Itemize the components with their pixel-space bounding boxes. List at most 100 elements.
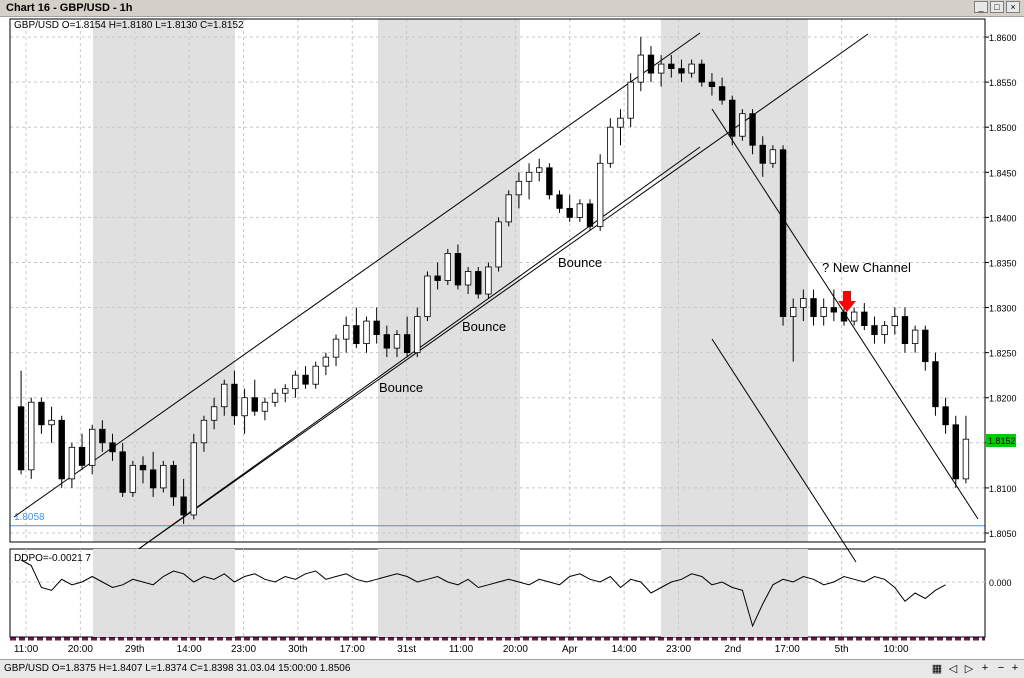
candle-body	[342, 325, 350, 340]
candle-body	[759, 144, 766, 164]
candle-body	[505, 194, 512, 223]
candle-body	[475, 271, 482, 295]
indicator-label: DDPO=-0.0021 7	[14, 553, 91, 564]
candle-body	[332, 338, 340, 358]
time-tick-label: 31st	[397, 644, 416, 655]
candle-body	[515, 180, 523, 196]
candle-body	[139, 464, 147, 471]
minimize-button[interactable]: _	[974, 1, 988, 13]
time-tick-label: Apr	[562, 644, 578, 655]
candle-body	[546, 167, 553, 196]
add-icon[interactable]: +	[1011, 662, 1019, 674]
candle-body	[586, 203, 594, 227]
candle-body	[363, 320, 370, 345]
status-bar: GBP/USD O=1.8375 H=1.8407 L=1.8374 C=1.8…	[0, 659, 1024, 678]
candle-body	[28, 401, 35, 471]
candle-body	[210, 406, 218, 421]
candle-body	[251, 397, 258, 412]
time-tick-label: 30th	[288, 644, 307, 655]
candle-body	[952, 424, 959, 480]
candle-body	[769, 149, 777, 164]
candle-body	[99, 428, 106, 444]
close-button[interactable]: ×	[1006, 1, 1020, 13]
candle-body	[241, 397, 248, 417]
indicator-shading	[93, 549, 808, 637]
candle-body	[424, 275, 431, 317]
price-tick-label: 1.8600	[989, 33, 1017, 43]
window-controls: _ □ ×	[974, 1, 1020, 13]
candle-body	[820, 307, 827, 317]
ohlc-header: GBP/USD O=1.8154 H=1.8180 L=1.8130 C=1.8…	[14, 20, 244, 31]
time-tick-label: 11:00	[14, 644, 39, 655]
candle-body	[657, 63, 665, 74]
session-shade	[93, 19, 235, 542]
candle-body	[190, 442, 197, 516]
price-tick-label: 1.8450	[989, 168, 1017, 178]
indicator-session-shade	[378, 549, 520, 637]
scroll-right-icon[interactable]: ▷	[964, 663, 974, 675]
time-tick-label: 5th	[835, 644, 849, 655]
candle-body	[312, 365, 319, 385]
candle-body	[383, 334, 391, 349]
scroll-left-icon[interactable]: ◁	[948, 663, 958, 675]
indicator-session-shade	[93, 549, 235, 637]
candle-body	[749, 113, 756, 146]
candle-body	[393, 334, 401, 349]
candle-body	[282, 388, 289, 394]
candle-body	[89, 428, 96, 466]
candle-body	[688, 63, 695, 74]
candle-body	[596, 162, 604, 227]
candle-body	[861, 311, 868, 326]
support-level-label: 1.8058	[14, 512, 45, 523]
indicator-session-shade	[661, 549, 808, 637]
current-price-tag	[986, 434, 1016, 448]
time-tick-label: 23:00	[231, 644, 256, 655]
candle-body	[109, 442, 116, 453]
candle-body	[637, 54, 645, 83]
candle-body	[434, 275, 441, 281]
scroll-grid-icon[interactable]: ▦	[931, 663, 943, 675]
candle-body	[200, 419, 208, 444]
candle-body	[790, 307, 797, 317]
price-tick-label: 1.8100	[989, 484, 1017, 494]
candle-body	[962, 438, 970, 480]
candle-body	[48, 419, 55, 426]
candle-body	[221, 383, 228, 408]
maximize-button[interactable]: □	[990, 1, 1004, 13]
chart-svg[interactable]: 1.8058 Bounce Bounce Bounce ? New Channe…	[0, 17, 1024, 659]
zoom-in-icon[interactable]: +	[981, 662, 989, 674]
candle-body	[403, 334, 411, 354]
candle-body	[353, 325, 360, 345]
time-tick-label: 17:00	[775, 644, 800, 655]
candle-body	[840, 311, 848, 322]
candle-body	[129, 464, 137, 493]
price-tick-label: 1.8200	[989, 394, 1017, 404]
candle-body	[891, 316, 898, 326]
channel-line	[13, 32, 701, 518]
candle-body	[576, 203, 584, 218]
candle-body	[119, 451, 126, 493]
chart-area[interactable]: 1.8058 Bounce Bounce Bounce ? New Channe…	[0, 17, 1024, 659]
candle-body	[607, 126, 614, 164]
candle-body	[525, 171, 533, 182]
candlestick-series	[17, 37, 970, 524]
candle-body	[58, 419, 65, 480]
price-tick-label: 1.8400	[989, 213, 1017, 223]
candle-body	[454, 253, 462, 286]
zoom-out-icon[interactable]: −	[997, 662, 1005, 674]
status-text: GBP/USD O=1.8375 H=1.8407 L=1.8374 C=1.8…	[4, 663, 351, 674]
price-tick-label: 1.8250	[989, 349, 1017, 359]
price-tick-label: 1.8300	[989, 304, 1017, 314]
time-tick-label: 20:00	[503, 644, 528, 655]
title-bar[interactable]: Chart 16 - GBP/USD - 1h _ □ ×	[0, 0, 1024, 17]
price-axis: 1.8600 1.8550 1.8500 1.8450 1.8400 1.8350 1.83…	[985, 33, 1017, 539]
down-arrow-icon	[838, 291, 856, 312]
price-tick-label: 1.8500	[989, 123, 1017, 133]
main-pane	[9, 18, 986, 543]
candle-body	[322, 356, 330, 367]
candle-body	[901, 316, 909, 345]
bounce-label-3: Bounce	[558, 255, 602, 270]
ddpo-line	[20, 559, 946, 628]
candle-body	[271, 392, 279, 403]
